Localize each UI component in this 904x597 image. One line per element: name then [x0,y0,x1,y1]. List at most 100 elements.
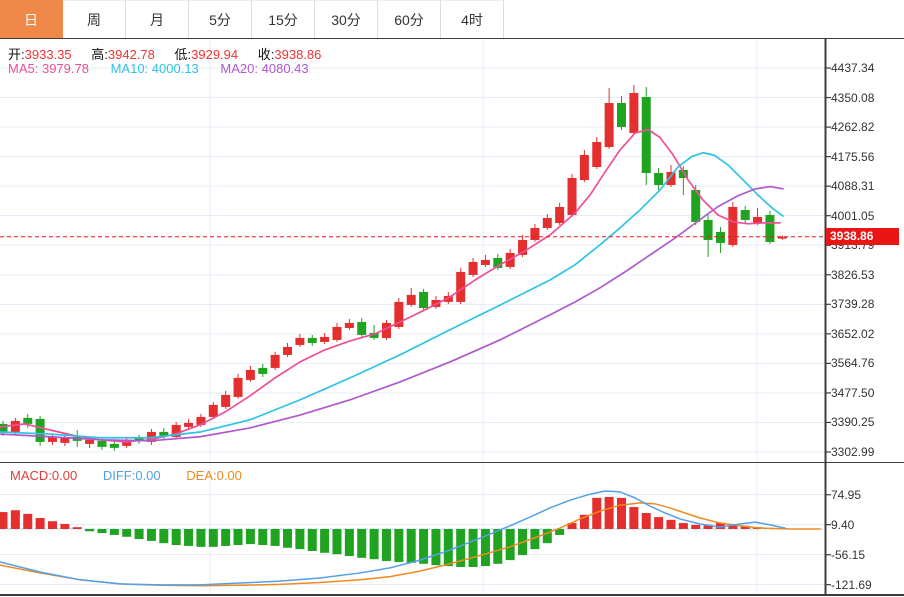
macd-histogram-bar [468,529,478,567]
candle-body [530,227,540,240]
candle-body [419,291,429,308]
tab-4hour[interactable]: 4时 [441,0,504,38]
tab-month[interactable]: 月 [126,0,189,38]
candle-body [703,219,713,240]
candle-body [357,321,367,335]
candle-body [555,206,565,223]
tab-30min[interactable]: 30分 [315,0,378,38]
axis-tick-label: 4350.08 [831,90,875,105]
tab-15min[interactable]: 15分 [252,0,315,38]
macd-histogram-bar [47,521,57,529]
candle-body [480,259,490,265]
macd-histogram-bar [592,497,602,529]
candle-body [715,231,725,243]
axis-tick-label: 3390.25 [831,415,875,430]
macd-histogram-bar [579,514,589,529]
candle-body [221,394,231,407]
macd-histogram-bar [0,512,8,529]
candle-body [518,239,528,255]
axis-tick-label: 9.40 [831,517,855,532]
macd-histogram-bar [542,529,552,544]
candle-body [245,369,255,380]
low-label: 低: [174,47,192,62]
candle-body [332,326,342,340]
candle-body [159,431,169,436]
candle-body [23,417,33,424]
tab-60min[interactable]: 60分 [378,0,441,38]
candle-body [678,170,688,178]
dea-value-readout: DEA:0.00 [186,468,242,483]
macd-histogram-bar [431,529,441,566]
macd-histogram-bar [604,496,614,529]
candle-body [10,420,20,432]
ohlc-readout: 开:3933.35 高:3942.78 低:3929.94 收:3938.86 [8,44,337,63]
open-label: 开: [8,47,25,62]
candle-body [381,322,391,338]
candle-body [629,92,639,134]
close-label: 收: [257,47,275,62]
candle-body [406,294,416,305]
macd-histogram-bar [715,523,725,529]
candle-body [344,322,354,328]
axis-tick-label: 3826.53 [831,267,875,282]
candle-body [641,96,651,173]
axis-tick-label: 3564.76 [831,356,875,371]
macd-histogram-bar [357,529,367,558]
candle-body [740,209,750,220]
macd-histogram-bar [320,529,330,553]
macd-histogram-bar [530,529,540,550]
macd-histogram-bar [691,524,701,529]
axis-tick-label: 3302.99 [831,445,875,459]
current-price-badge: 3938.86 [826,228,899,245]
period-tabbar: 日周月 5分 15分 30分 60分 4时 [0,0,904,38]
ma5-line [0,128,781,443]
macd-histogram-bar [72,527,82,529]
macd-histogram-bar [493,529,503,564]
macd-histogram-bar [60,523,70,529]
high-value: 3942.78 [107,47,155,62]
ma20-readout: MA20: 4080.43 [220,61,309,76]
candle-body [691,189,701,222]
macd-histogram-bar [406,529,416,563]
price-axis: 4437.34 4350.08 4262.82 4175.56 4088.31 4001.… [831,0,904,597]
tab-week[interactable]: 周 [63,0,126,38]
candle-body [728,206,738,245]
axis-tick-label: 4437.34 [831,61,875,75]
tab-day[interactable]: 日 [0,0,63,38]
macd-histogram-bar [221,529,231,546]
candle-body [184,422,194,427]
macd-histogram-bar [10,510,20,529]
macd-histogram-bar [85,529,95,532]
candle-body [258,367,268,374]
macd-value-readout: MACD:0.00 [10,468,78,483]
macd-histogram-bar [295,529,305,550]
macd-histogram-bar [567,523,577,529]
candle-body [196,416,206,425]
macd-histogram-bar [394,529,404,562]
candle-body [35,418,45,442]
candle-body [753,216,763,223]
macd-histogram-bar [381,529,391,562]
macd-histogram-bar [617,497,626,529]
macd-histogram-bar [666,519,676,529]
candle-body [0,423,8,433]
macd-histogram-bar [555,529,565,535]
macd-histogram-bar [35,518,45,529]
candle-body [233,377,243,397]
candle-body [283,346,293,355]
macd-histogram-bar [134,529,144,540]
axis-tick-label: 4088.31 [831,179,875,194]
macd-histogram-bar [740,525,750,529]
macd-histogram-bar [208,529,218,547]
macd-histogram-bar [159,529,169,544]
candle-body [122,439,132,446]
macd-histogram-bar [419,529,429,564]
candle-body [47,436,57,442]
close-value: 3938.86 [274,47,322,62]
tab-5min[interactable]: 5分 [189,0,252,38]
low-value: 3929.94 [191,47,239,62]
candle-body [60,437,70,443]
ma10-readout: MA10: 4000.13 [110,61,199,76]
macd-histogram-bar [456,529,466,567]
